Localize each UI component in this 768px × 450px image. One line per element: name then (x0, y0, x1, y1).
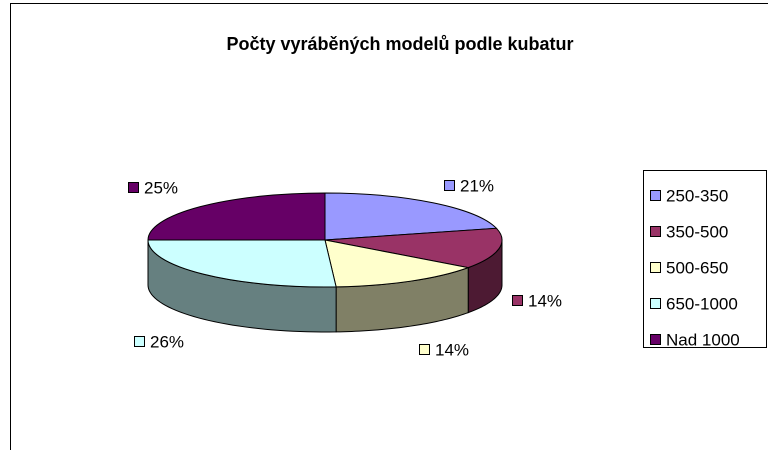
pie-slice (324, 192, 498, 241)
data-label: 25% (144, 178, 178, 197)
legend-label: 250-350 (666, 186, 728, 205)
pie-slice (147, 239, 337, 288)
legend-label: 650-1000 (666, 294, 738, 313)
data-label-key (128, 182, 139, 193)
data-label-key (512, 295, 523, 306)
legend-key (650, 190, 661, 201)
legend-key (650, 226, 661, 237)
pie-slice (147, 192, 326, 241)
pie-slice (324, 227, 503, 269)
data-label-key (419, 344, 430, 355)
data-label: 14% (528, 291, 562, 310)
chart-title: Počty vyráběných modelů podle kubatur (226, 34, 573, 54)
data-label-key (134, 336, 145, 347)
data-label: 21% (460, 176, 494, 195)
legend-label: Nad 1000 (666, 330, 740, 349)
legend-key (650, 334, 661, 345)
data-label-key (444, 180, 455, 191)
legend-label: 350-500 (666, 222, 728, 241)
legend-label: 500-650 (666, 258, 728, 277)
pie-slice (324, 239, 471, 288)
legend-key (650, 262, 661, 273)
legend-key (650, 298, 661, 309)
data-label: 26% (150, 332, 184, 351)
data-label: 14% (435, 340, 469, 359)
legend (643, 170, 767, 348)
